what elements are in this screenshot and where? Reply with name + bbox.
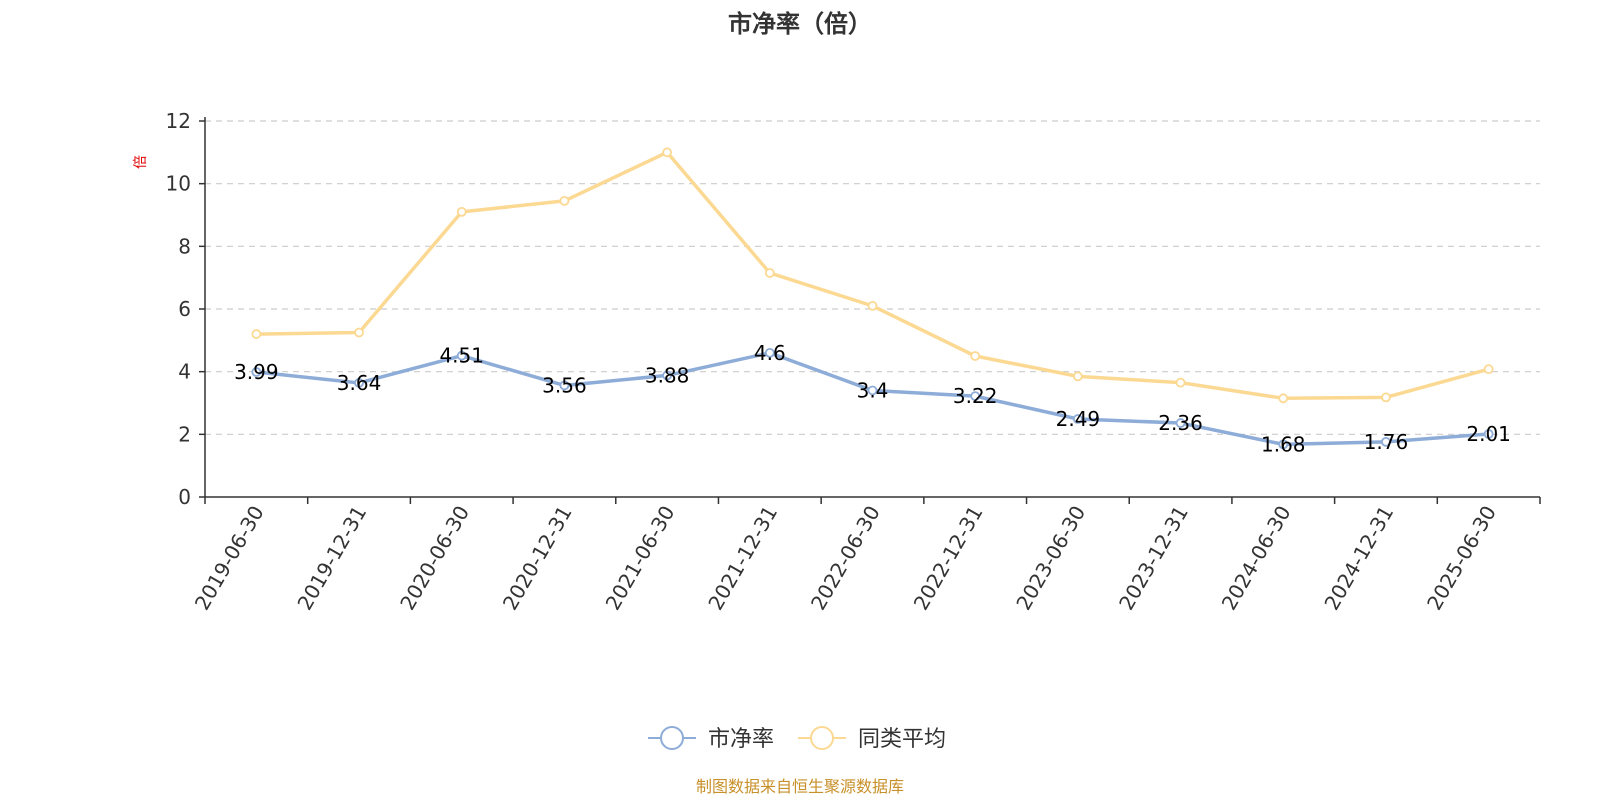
series-point	[764, 268, 775, 278]
series-point	[867, 300, 878, 311]
series-point	[867, 385, 878, 396]
series-point	[764, 347, 775, 358]
series-point	[559, 195, 570, 206]
y-tick-label: 8	[178, 234, 191, 258]
legend-label: 同类平均	[858, 727, 946, 752]
series-point	[1175, 418, 1186, 428]
y-axis-unit-label: 倍	[133, 155, 149, 169]
series-point	[970, 391, 981, 402]
x-tick-label: 2025-06-30	[1422, 502, 1501, 615]
series-point	[1278, 393, 1289, 404]
series-point	[662, 370, 673, 381]
legend[interactable]: 市净率 同类平均	[648, 726, 946, 752]
data-label: 3.64	[337, 371, 382, 395]
x-tick-label: 2023-06-30	[1011, 502, 1090, 615]
data-label: 2.49	[1056, 407, 1101, 431]
x-tick-label: 2019-06-30	[190, 502, 269, 615]
data-label: 1.68	[1261, 432, 1306, 456]
y-tick-label: 10	[166, 172, 191, 196]
x-tick-label: 2023-12-31	[1114, 502, 1193, 615]
x-tick-label: 2024-06-30	[1217, 502, 1296, 615]
series-point	[251, 329, 262, 339]
x-tick-label: 2021-12-31	[703, 502, 782, 615]
series-point	[354, 327, 364, 338]
data-source-note: 制图数据来自恒生聚源数据库	[696, 777, 904, 796]
data-label: 4.6	[754, 341, 786, 365]
data-label: 3.22	[953, 384, 998, 408]
series-point	[1381, 436, 1391, 447]
series-point	[1072, 371, 1083, 382]
series-point	[559, 380, 570, 391]
series-point	[970, 351, 981, 361]
data-label: 2.01	[1466, 422, 1511, 446]
y-tick-label: 6	[178, 297, 191, 321]
series-point	[1483, 429, 1494, 439]
series-point	[251, 367, 262, 377]
series-point	[354, 378, 364, 388]
series-point	[456, 350, 467, 361]
series-point	[662, 147, 673, 158]
legend-item[interactable]: 同类平均	[798, 726, 946, 752]
chart-title: 市净率（倍）	[728, 10, 872, 38]
data-label: 3.56	[542, 373, 587, 397]
data-label: 1.76	[1364, 430, 1409, 454]
legend-label: 市净率	[708, 727, 774, 752]
x-tick-label: 2024-12-31	[1319, 502, 1398, 615]
legend-marker	[810, 726, 834, 750]
data-label: 3.4	[857, 378, 889, 402]
data-label: 4.51	[439, 344, 484, 368]
y-tick-label: 2	[178, 422, 191, 446]
series-point	[1381, 392, 1391, 403]
x-tick-label: 2020-12-31	[498, 502, 577, 615]
x-tick-label: 2020-06-30	[395, 502, 474, 615]
x-tick-label: 2022-06-30	[806, 502, 885, 615]
data-label: 2.36	[1158, 411, 1203, 435]
series-point	[1278, 439, 1289, 450]
data-labels: 3.99 3.64 4.51 3.56 3.88 4.6 3.4 3.22 2.49 2.36 1.…	[234, 341, 1511, 456]
y-tick-label: 4	[178, 360, 191, 384]
axes: 0 2 4 6 8 10 12 2019-06-30 2019-12-31 2020-06-30 2…	[166, 109, 1541, 615]
series-layer	[251, 147, 1494, 450]
x-tick-label: 2019-12-31	[292, 502, 371, 615]
y-tick-label: 12	[166, 109, 191, 133]
series-point	[1072, 414, 1083, 424]
y-tick-label: 0	[178, 485, 191, 509]
data-label: 3.99	[234, 360, 279, 384]
legend-item[interactable]: 市净率	[648, 726, 774, 752]
legend-marker	[660, 726, 684, 750]
series-point	[1175, 377, 1186, 388]
series-point	[1483, 364, 1494, 375]
series-point	[456, 206, 467, 217]
data-label: 3.88	[645, 363, 690, 387]
grid-lines	[205, 120, 1540, 435]
x-tick-label: 2021-06-30	[601, 502, 680, 615]
x-tick-label: 2022-12-31	[909, 502, 988, 615]
